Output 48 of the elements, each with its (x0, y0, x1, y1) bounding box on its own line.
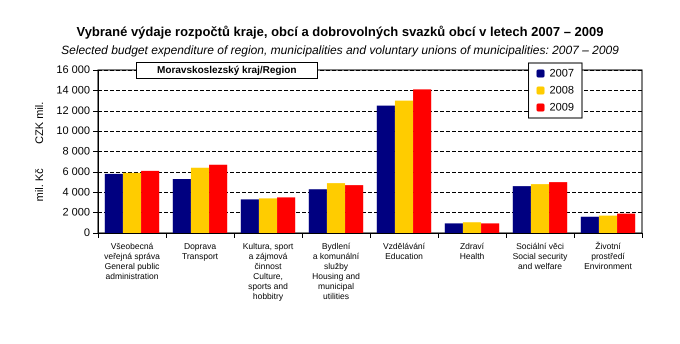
bar (530, 184, 550, 233)
y-tick-label: 8 000 (62, 146, 90, 158)
x-tick-label: Bydlení a komunální služby Housing and municipal utilities (312, 241, 360, 301)
x-tick-label: Životní prostředí Environment (584, 241, 632, 271)
x-tick-label: Doprava Transport (182, 241, 219, 261)
y-tick-label: 10 000 (56, 125, 90, 138)
bar (413, 89, 432, 233)
y-tick-label: 0 (84, 227, 90, 239)
bar (345, 185, 364, 233)
y-tick-label: 14 000 (56, 84, 90, 96)
bar (122, 172, 142, 233)
y-axis-title: mil. Kč CZK mil. (34, 102, 46, 202)
bar (326, 183, 346, 233)
bar (444, 223, 463, 233)
y-tick-label: 2 000 (62, 206, 90, 219)
x-tick-label: Sociální věci Social security and welfare (512, 241, 568, 271)
bar (277, 197, 296, 233)
bar (462, 222, 482, 233)
bar (258, 198, 278, 233)
label-frame: Moravskoslezský kraj/Region (136, 62, 318, 79)
bar (209, 164, 228, 233)
legend-label: 2008 (550, 84, 574, 96)
bar (104, 174, 123, 233)
bar (598, 216, 618, 233)
bar (512, 186, 531, 233)
y-tick-label: 16 000 (56, 64, 90, 76)
bar (240, 199, 259, 233)
chart-subtitle: Selected budget expenditure of region, municipalities and voluntary unions of municipalities: 2007 – 2009 (61, 43, 620, 57)
bar (190, 168, 210, 233)
bar (580, 216, 599, 233)
bar (376, 106, 395, 233)
bar (617, 214, 636, 233)
bar (141, 170, 160, 233)
chart-title: Vybrané výdaje rozpočtů kraje, obcí a dobrovolných svazků obcí v letech 2007 – 2009 (76, 24, 604, 39)
bar (481, 223, 500, 233)
bar (308, 189, 327, 233)
legend-label: 2007 (550, 68, 574, 80)
bar (172, 179, 191, 233)
y-tick-label: 12 000 (56, 104, 90, 117)
x-tick-label: Kultura, sport a zájmová činnost Culture, sports and hobbitry (242, 241, 294, 301)
bar (549, 182, 568, 233)
x-tick-label: Vzdělávání Education (382, 241, 426, 261)
x-tick-label: Zdraví Health (460, 241, 485, 261)
y-tick-label: 6 000 (62, 166, 90, 178)
bar (394, 100, 414, 233)
x-tick-label: Všeobecná veřejná správa General public administration (104, 241, 160, 281)
legend-label: 2009 (550, 102, 574, 114)
y-tick-label: 4 000 (62, 186, 90, 198)
